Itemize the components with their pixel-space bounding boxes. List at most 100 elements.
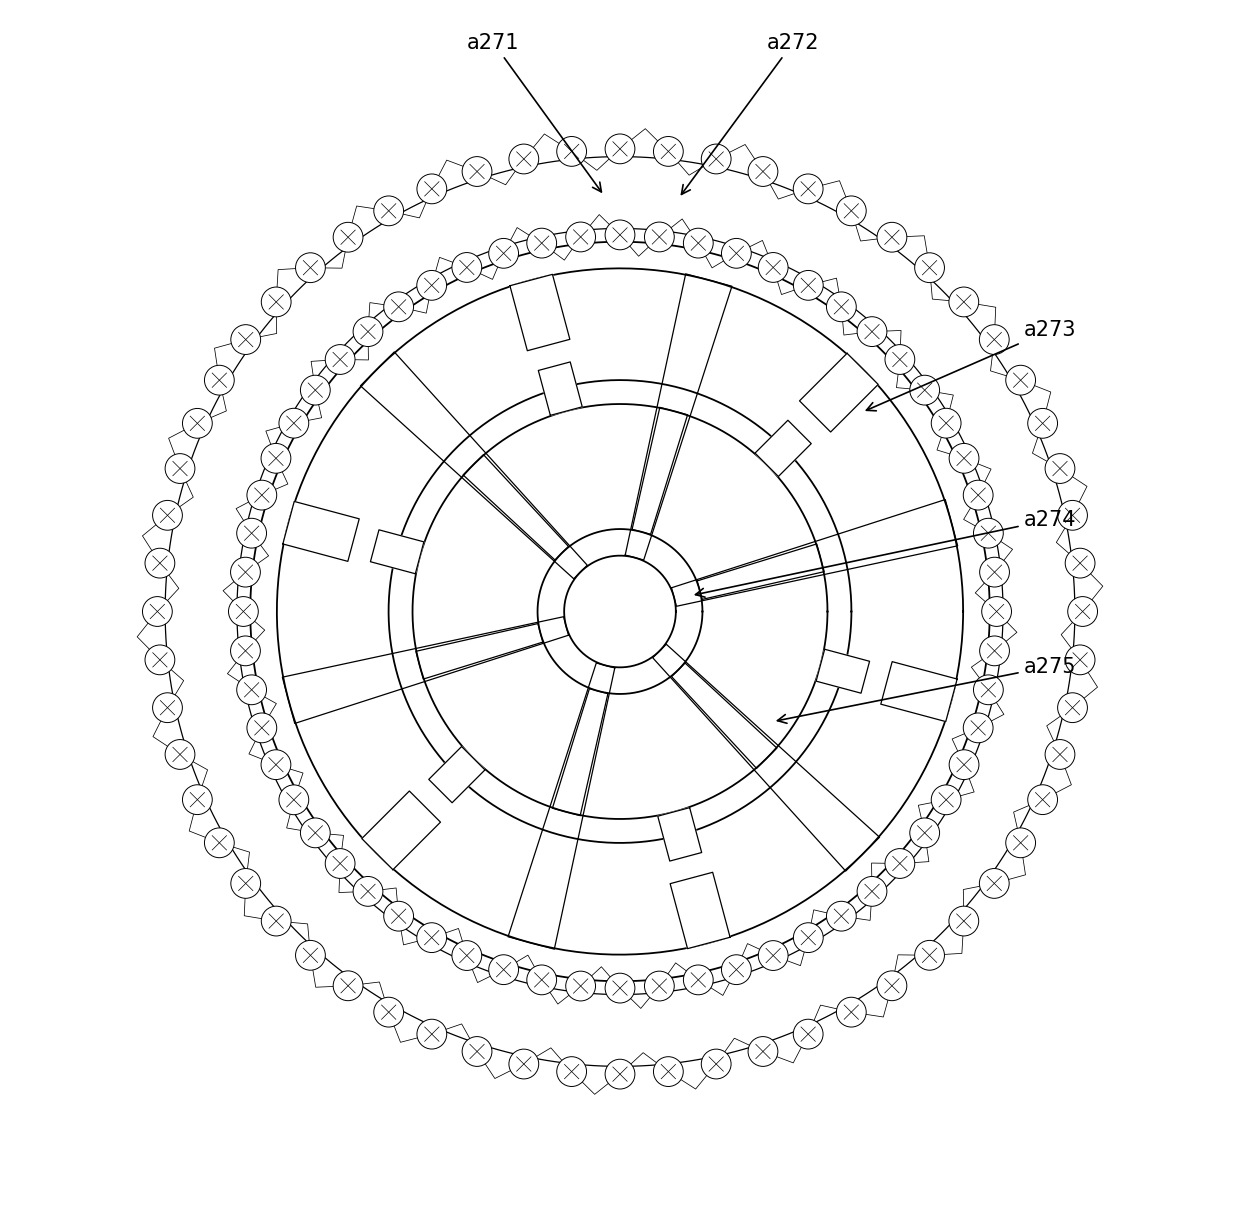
Circle shape (417, 1019, 446, 1049)
Circle shape (605, 1059, 635, 1088)
Circle shape (279, 785, 309, 815)
Text: a274: a274 (696, 510, 1076, 597)
Circle shape (489, 238, 518, 268)
Polygon shape (508, 663, 615, 949)
Circle shape (182, 408, 212, 438)
Circle shape (885, 345, 915, 374)
Circle shape (963, 713, 993, 742)
Circle shape (973, 519, 1003, 548)
Circle shape (383, 901, 413, 931)
Circle shape (915, 253, 945, 283)
Circle shape (300, 818, 330, 848)
Circle shape (759, 940, 789, 970)
Polygon shape (538, 362, 583, 416)
Circle shape (980, 558, 1009, 587)
Circle shape (1065, 548, 1095, 578)
Circle shape (877, 223, 906, 252)
Circle shape (949, 906, 978, 936)
Polygon shape (362, 791, 440, 870)
Circle shape (982, 597, 1012, 626)
Polygon shape (429, 746, 485, 802)
Circle shape (794, 174, 823, 204)
Circle shape (910, 375, 940, 405)
Circle shape (794, 923, 823, 953)
Circle shape (165, 454, 195, 483)
Circle shape (153, 692, 182, 723)
Text: a275: a275 (777, 657, 1076, 723)
Circle shape (645, 223, 675, 252)
Circle shape (605, 220, 635, 249)
Circle shape (508, 144, 538, 174)
Circle shape (237, 519, 267, 548)
Polygon shape (553, 689, 608, 816)
Circle shape (683, 229, 713, 258)
Circle shape (353, 317, 383, 346)
Circle shape (231, 868, 260, 899)
Circle shape (451, 253, 481, 283)
Circle shape (463, 1037, 492, 1066)
Circle shape (915, 940, 945, 970)
Circle shape (417, 174, 446, 204)
Circle shape (228, 597, 258, 626)
Circle shape (451, 940, 481, 970)
Circle shape (417, 270, 446, 300)
Circle shape (605, 974, 635, 1003)
Text: a273: a273 (867, 320, 1076, 411)
Circle shape (837, 997, 867, 1027)
Circle shape (702, 144, 732, 174)
Polygon shape (371, 530, 424, 574)
Circle shape (231, 324, 260, 355)
Circle shape (237, 675, 267, 704)
Circle shape (645, 971, 675, 1000)
Circle shape (153, 500, 182, 531)
Circle shape (557, 1057, 587, 1086)
Circle shape (949, 750, 978, 779)
Circle shape (205, 828, 234, 857)
Circle shape (565, 971, 595, 1000)
Circle shape (145, 645, 175, 675)
Circle shape (373, 196, 403, 226)
Circle shape (1045, 454, 1075, 483)
Circle shape (794, 1019, 823, 1049)
Circle shape (205, 366, 234, 395)
Circle shape (877, 971, 906, 1000)
Polygon shape (652, 645, 879, 871)
Polygon shape (283, 616, 568, 724)
Circle shape (722, 955, 751, 985)
Circle shape (527, 965, 557, 994)
Circle shape (489, 955, 518, 985)
Circle shape (1065, 645, 1095, 675)
Circle shape (262, 906, 291, 936)
Circle shape (463, 157, 492, 186)
Circle shape (262, 750, 291, 779)
Circle shape (247, 481, 277, 510)
Circle shape (857, 877, 887, 906)
Circle shape (827, 901, 857, 931)
Polygon shape (510, 274, 570, 351)
Circle shape (508, 1049, 538, 1079)
Circle shape (247, 713, 277, 742)
Circle shape (931, 408, 961, 438)
Circle shape (143, 597, 172, 626)
Polygon shape (880, 662, 957, 722)
Circle shape (295, 253, 325, 283)
Polygon shape (800, 353, 878, 432)
Circle shape (980, 636, 1009, 665)
Circle shape (722, 238, 751, 268)
Polygon shape (415, 624, 543, 679)
Circle shape (1006, 828, 1035, 857)
Polygon shape (697, 544, 825, 599)
Circle shape (295, 940, 325, 970)
Text: a272: a272 (682, 33, 820, 194)
Circle shape (963, 481, 993, 510)
Polygon shape (361, 352, 588, 578)
Circle shape (325, 849, 355, 878)
Circle shape (949, 444, 978, 473)
Circle shape (702, 1049, 732, 1079)
Circle shape (145, 548, 175, 578)
Polygon shape (283, 501, 360, 561)
Circle shape (748, 1037, 777, 1066)
Circle shape (165, 740, 195, 769)
Circle shape (1058, 500, 1087, 531)
Polygon shape (670, 872, 730, 949)
